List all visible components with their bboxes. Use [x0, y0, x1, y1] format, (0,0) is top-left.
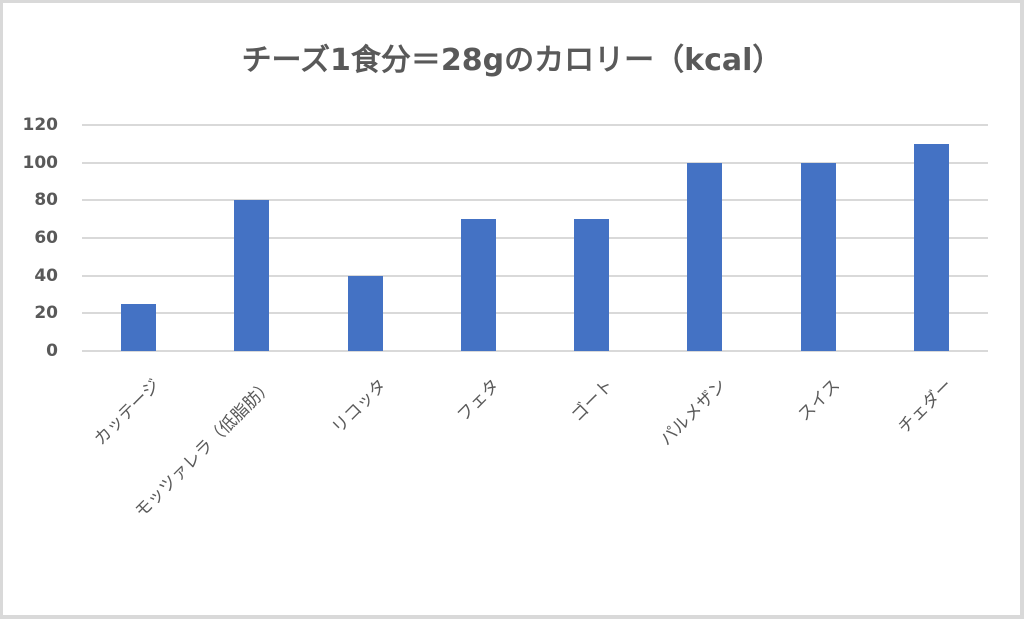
gridline [82, 161, 988, 164]
gridline [82, 237, 988, 239]
bar [121, 303, 157, 351]
bar [800, 162, 836, 351]
gridline [82, 124, 988, 126]
bar [913, 143, 949, 351]
bar [460, 219, 496, 351]
y-tick-label: 40 [34, 265, 58, 286]
y-tick-label: 60 [34, 228, 58, 248]
bar [234, 200, 270, 351]
y-tick-label: 20 [34, 303, 58, 324]
y-tick-label: 120 [22, 115, 59, 135]
bar [574, 219, 610, 351]
gridline [82, 274, 988, 277]
gridline [82, 312, 988, 315]
chart-title: チーズ1食分＝28gのカロリー（kcal） [241, 43, 783, 78]
y-tick-label: 0 [46, 341, 58, 361]
bar [687, 162, 723, 351]
gridline [82, 350, 988, 352]
gridline [82, 199, 988, 202]
y-tick-label: 100 [22, 152, 59, 173]
bar [347, 275, 383, 351]
plot-area [82, 124, 988, 352]
y-tick-label: 80 [34, 190, 58, 211]
